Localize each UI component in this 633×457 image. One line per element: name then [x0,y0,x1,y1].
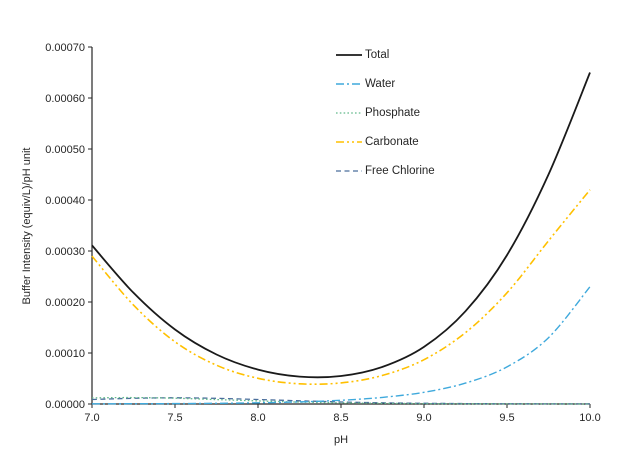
x-tick-label: 9.5 [499,412,514,424]
series-line-free-chlorine [91,397,590,405]
y-axis-title: Buffer Intensity (equiv/L)/pH unit [21,147,33,305]
y-tick-label: 0.00060 [45,93,85,105]
x-tick-label: 9.0 [416,412,431,424]
x-axis-title: pH [333,434,349,446]
legend-label-total: Total [365,48,390,61]
legend-swatch-free-chlorine [336,169,362,172]
y-tick-label: 0.00020 [45,297,85,309]
y-tick-label: 0.00040 [45,195,85,207]
series-line-phosphate [91,396,591,405]
legend-item-carbonate: Carbonate [336,127,435,156]
legend-label-free-chlorine: Free Chlorine [365,164,435,177]
legend-swatch-water [336,82,362,85]
series-line-total [91,72,591,379]
x-tick-label: 10.0 [579,412,600,424]
x-tick-label: 8.0 [250,412,265,424]
legend: Total Water Phosphate Carbonate Free Chl… [336,40,435,185]
legend-swatch-phosphate [336,111,362,114]
y-tick-label: 0.00070 [45,42,85,54]
series-line-water [91,286,591,405]
y-tick-label: 0.00030 [45,246,85,258]
x-tick-label: 7.5 [167,412,182,424]
x-tick-label: 7.0 [84,412,99,424]
legend-label-water: Water [365,77,396,90]
y-tick-label: 0.00000 [45,399,85,411]
series-line-carbonate [91,189,591,386]
y-tick-label: 0.00010 [45,348,85,360]
legend-item-total: Total [336,40,435,69]
legend-label-carbonate: Carbonate [365,135,419,148]
legend-swatch-carbonate [336,140,362,143]
y-tick-label: 0.00050 [45,144,85,156]
legend-label-phosphate: Phosphate [365,106,420,119]
legend-swatch-total [336,53,362,56]
x-tick-label: 8.5 [333,412,348,424]
legend-item-phosphate: Phosphate [336,98,435,127]
legend-item-water: Water [336,69,435,98]
legend-item-free-chlorine: Free Chlorine [336,156,435,185]
